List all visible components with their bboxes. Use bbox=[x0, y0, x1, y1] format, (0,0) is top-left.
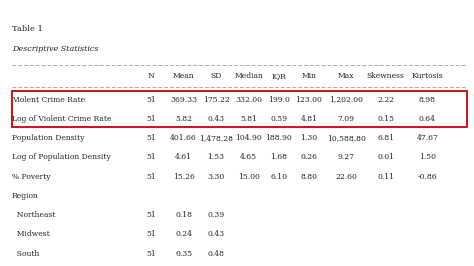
Text: 0.01: 0.01 bbox=[377, 153, 394, 161]
Text: South: South bbox=[12, 250, 39, 257]
Text: 0.43: 0.43 bbox=[208, 115, 225, 123]
Text: 0.18: 0.18 bbox=[175, 211, 192, 219]
Text: 4.61: 4.61 bbox=[175, 153, 192, 161]
Text: 10,588.80: 10,588.80 bbox=[327, 134, 365, 142]
Text: 0.24: 0.24 bbox=[175, 230, 192, 238]
Text: 51: 51 bbox=[146, 95, 156, 103]
Text: 22.60: 22.60 bbox=[335, 173, 357, 181]
Text: % Poverty: % Poverty bbox=[12, 173, 50, 181]
Text: 1.30: 1.30 bbox=[301, 134, 318, 142]
Text: 8.80: 8.80 bbox=[301, 173, 318, 181]
Text: 9.27: 9.27 bbox=[337, 153, 355, 161]
Text: Log of Violent Crime Rate: Log of Violent Crime Rate bbox=[12, 115, 111, 123]
Text: 6.81: 6.81 bbox=[377, 134, 394, 142]
Text: 0.43: 0.43 bbox=[208, 230, 225, 238]
Text: 51: 51 bbox=[146, 230, 156, 238]
Text: N: N bbox=[148, 72, 155, 80]
Text: Region: Region bbox=[12, 192, 38, 200]
Text: Skewness: Skewness bbox=[367, 72, 405, 80]
Text: 0.64: 0.64 bbox=[419, 115, 436, 123]
Text: Mean: Mean bbox=[173, 72, 194, 80]
Text: 4.65: 4.65 bbox=[240, 153, 257, 161]
Text: 15.00: 15.00 bbox=[237, 173, 260, 181]
Text: 3.30: 3.30 bbox=[208, 173, 225, 181]
Text: Table 1: Table 1 bbox=[12, 24, 43, 32]
Text: 0.15: 0.15 bbox=[377, 115, 394, 123]
Text: 4.81: 4.81 bbox=[301, 115, 318, 123]
Text: 369.33: 369.33 bbox=[170, 95, 197, 103]
Text: 7.09: 7.09 bbox=[337, 115, 355, 123]
Text: 1,202.00: 1,202.00 bbox=[329, 95, 363, 103]
Text: 47.67: 47.67 bbox=[417, 134, 438, 142]
Text: 123.00: 123.00 bbox=[296, 95, 322, 103]
Text: Median: Median bbox=[234, 72, 263, 80]
Text: Min: Min bbox=[301, 72, 317, 80]
Text: Population Density: Population Density bbox=[12, 134, 84, 142]
Text: IQR: IQR bbox=[272, 72, 286, 80]
Text: 51: 51 bbox=[146, 134, 156, 142]
Text: 8.98: 8.98 bbox=[419, 95, 436, 103]
Text: 0.11: 0.11 bbox=[377, 173, 394, 181]
Text: Violent Crime Rate: Violent Crime Rate bbox=[12, 95, 85, 103]
Text: Max: Max bbox=[338, 72, 355, 80]
Text: 0.59: 0.59 bbox=[270, 115, 287, 123]
Text: 0.35: 0.35 bbox=[175, 250, 192, 257]
Text: Make a decision about transformations: Make a decision about transformations bbox=[90, 0, 384, 3]
Text: 2.22: 2.22 bbox=[377, 95, 394, 103]
Text: 332.00: 332.00 bbox=[235, 95, 262, 103]
Text: 188.90: 188.90 bbox=[265, 134, 292, 142]
Text: 6.10: 6.10 bbox=[270, 173, 287, 181]
Text: Descriptive Statistics: Descriptive Statistics bbox=[12, 45, 98, 53]
Text: 401.66: 401.66 bbox=[170, 134, 197, 142]
Text: 1.50: 1.50 bbox=[419, 153, 436, 161]
Text: 0.39: 0.39 bbox=[208, 211, 225, 219]
Text: 1.68: 1.68 bbox=[270, 153, 287, 161]
Text: 175.22: 175.22 bbox=[203, 95, 229, 103]
Text: 51: 51 bbox=[146, 173, 156, 181]
Text: -0.86: -0.86 bbox=[418, 173, 438, 181]
Text: 0.48: 0.48 bbox=[208, 250, 225, 257]
Text: Midwest: Midwest bbox=[12, 230, 49, 238]
Text: 51: 51 bbox=[146, 211, 156, 219]
Text: 104.90: 104.90 bbox=[235, 134, 262, 142]
Text: Log of Population Density: Log of Population Density bbox=[12, 153, 110, 161]
Text: 1,478.28: 1,478.28 bbox=[199, 134, 233, 142]
Text: 199.0: 199.0 bbox=[268, 95, 290, 103]
Text: 0.26: 0.26 bbox=[301, 153, 318, 161]
Text: Kurtosis: Kurtosis bbox=[411, 72, 443, 80]
Text: 51: 51 bbox=[146, 115, 156, 123]
Text: 15.26: 15.26 bbox=[173, 173, 194, 181]
Text: SD: SD bbox=[210, 72, 222, 80]
Text: 51: 51 bbox=[146, 153, 156, 161]
Text: 5.81: 5.81 bbox=[240, 115, 257, 123]
Text: Northeast: Northeast bbox=[12, 211, 55, 219]
Text: 51: 51 bbox=[146, 250, 156, 257]
Text: 5.82: 5.82 bbox=[175, 115, 192, 123]
Text: 1.53: 1.53 bbox=[208, 153, 225, 161]
